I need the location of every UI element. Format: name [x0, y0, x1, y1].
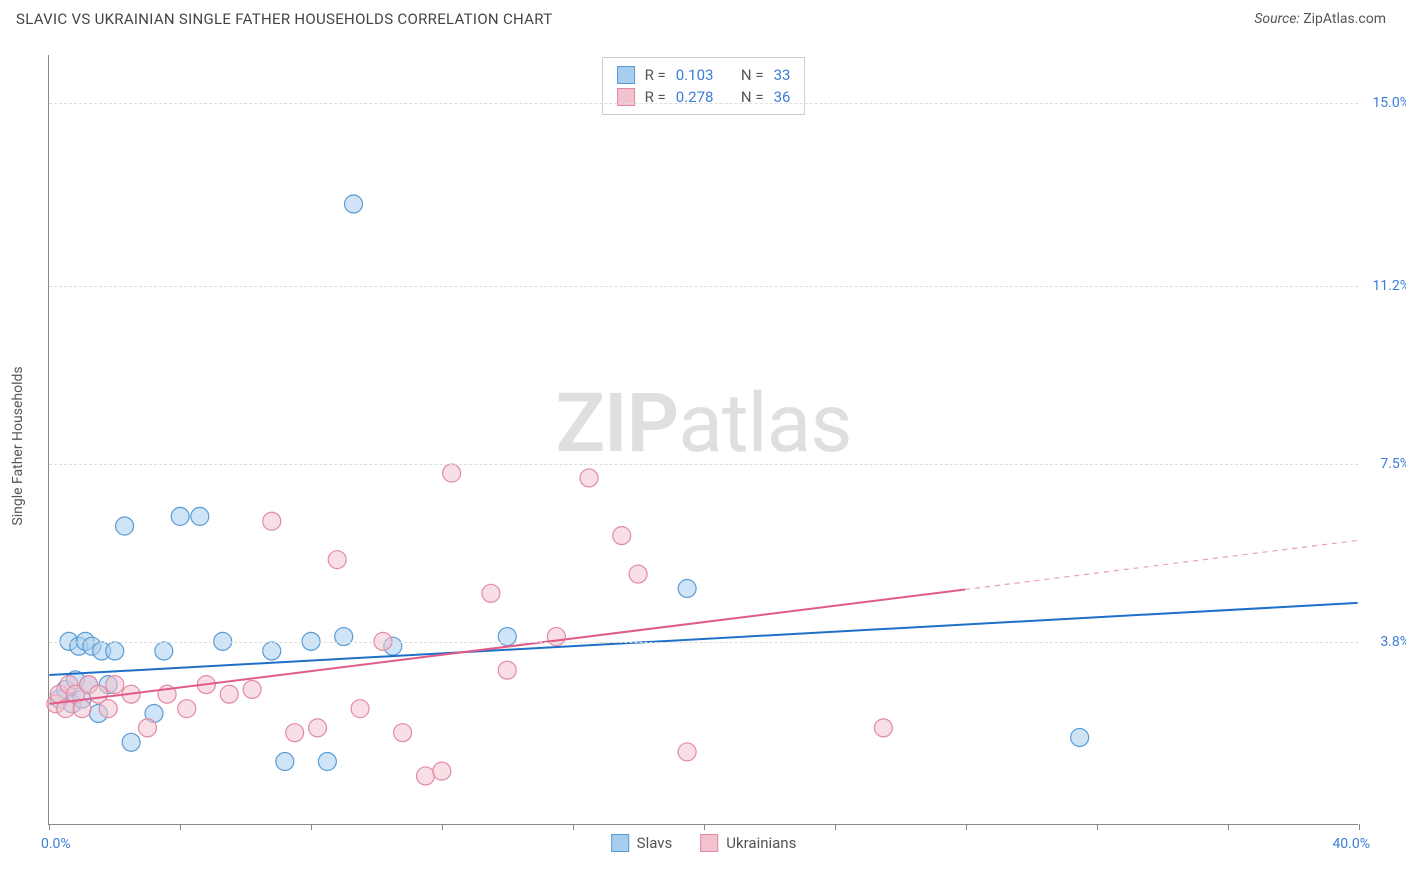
data-point — [73, 700, 91, 718]
data-point — [106, 642, 124, 660]
data-point — [874, 719, 892, 737]
scatter-svg — [49, 55, 1358, 824]
y-axis-label: Single Father Households — [10, 366, 26, 525]
trend-line — [49, 603, 1357, 675]
data-point — [99, 700, 117, 718]
gridline — [49, 103, 1358, 104]
data-point — [1071, 728, 1089, 746]
data-point — [482, 584, 500, 602]
chart-title: SLAVIC VS UKRAINIAN SINGLE FATHER HOUSEH… — [16, 10, 552, 28]
data-point — [678, 580, 696, 598]
data-point — [191, 507, 209, 525]
gridline — [49, 286, 1358, 287]
chart-plot-area: ZIPatlas R = 0.103 N = 33 R = 0.278 N = … — [48, 55, 1358, 825]
trend-line-extrapolated — [965, 540, 1357, 589]
data-point — [276, 753, 294, 771]
x-tick — [1228, 824, 1229, 830]
data-point — [629, 565, 647, 583]
x-tick — [966, 824, 967, 830]
x-tick — [1097, 824, 1098, 830]
data-point — [263, 512, 281, 530]
x-axis-min-label: 0.0% — [41, 836, 71, 852]
x-tick — [442, 824, 443, 830]
x-tick — [1359, 824, 1360, 830]
data-point — [116, 517, 134, 535]
trend-line — [49, 589, 965, 703]
data-point — [345, 195, 363, 213]
data-point — [613, 527, 631, 545]
data-point — [106, 676, 124, 694]
data-point — [178, 700, 196, 718]
data-point — [580, 469, 598, 487]
data-point — [138, 719, 156, 737]
gridline — [49, 464, 1358, 465]
data-point — [171, 507, 189, 525]
data-point — [678, 743, 696, 761]
y-tick-label: 3.8% — [1380, 634, 1406, 650]
data-point — [433, 762, 451, 780]
data-point — [220, 685, 238, 703]
y-tick-label: 15.0% — [1372, 95, 1406, 111]
data-point — [155, 642, 173, 660]
gridline — [49, 642, 1358, 643]
data-point — [394, 724, 412, 742]
x-tick — [704, 824, 705, 830]
data-point — [328, 551, 346, 569]
source-name: ZipAtlas.com — [1303, 11, 1386, 27]
legend-item-ukrainians: Ukrainians — [700, 834, 796, 852]
data-point — [351, 700, 369, 718]
x-tick — [835, 824, 836, 830]
chart-header: SLAVIC VS UKRAINIAN SINGLE FATHER HOUSEH… — [0, 0, 1406, 36]
data-point — [443, 464, 461, 482]
x-tick — [49, 824, 50, 830]
y-tick-label: 11.2% — [1372, 278, 1406, 294]
source-attribution: Source: ZipAtlas.com — [1254, 11, 1386, 27]
data-point — [318, 753, 336, 771]
x-axis-max-label: 40.0% — [1332, 836, 1370, 852]
legend-label-slavs: Slavs — [637, 834, 673, 852]
data-point — [122, 733, 140, 751]
y-tick-label: 7.5% — [1380, 456, 1406, 472]
legend-swatch-slavs — [611, 834, 629, 852]
x-tick — [573, 824, 574, 830]
x-tick — [311, 824, 312, 830]
series-legend: Slavs Ukrainians — [611, 834, 797, 852]
data-point — [263, 642, 281, 660]
data-point — [498, 661, 516, 679]
data-point — [309, 719, 327, 737]
legend-swatch-ukrainians — [700, 834, 718, 852]
x-tick — [180, 824, 181, 830]
data-point — [416, 767, 434, 785]
legend-label-ukrainians: Ukrainians — [726, 834, 796, 852]
data-point — [286, 724, 304, 742]
legend-item-slavs: Slavs — [611, 834, 673, 852]
source-prefix: Source: — [1254, 11, 1303, 27]
data-point — [243, 680, 261, 698]
